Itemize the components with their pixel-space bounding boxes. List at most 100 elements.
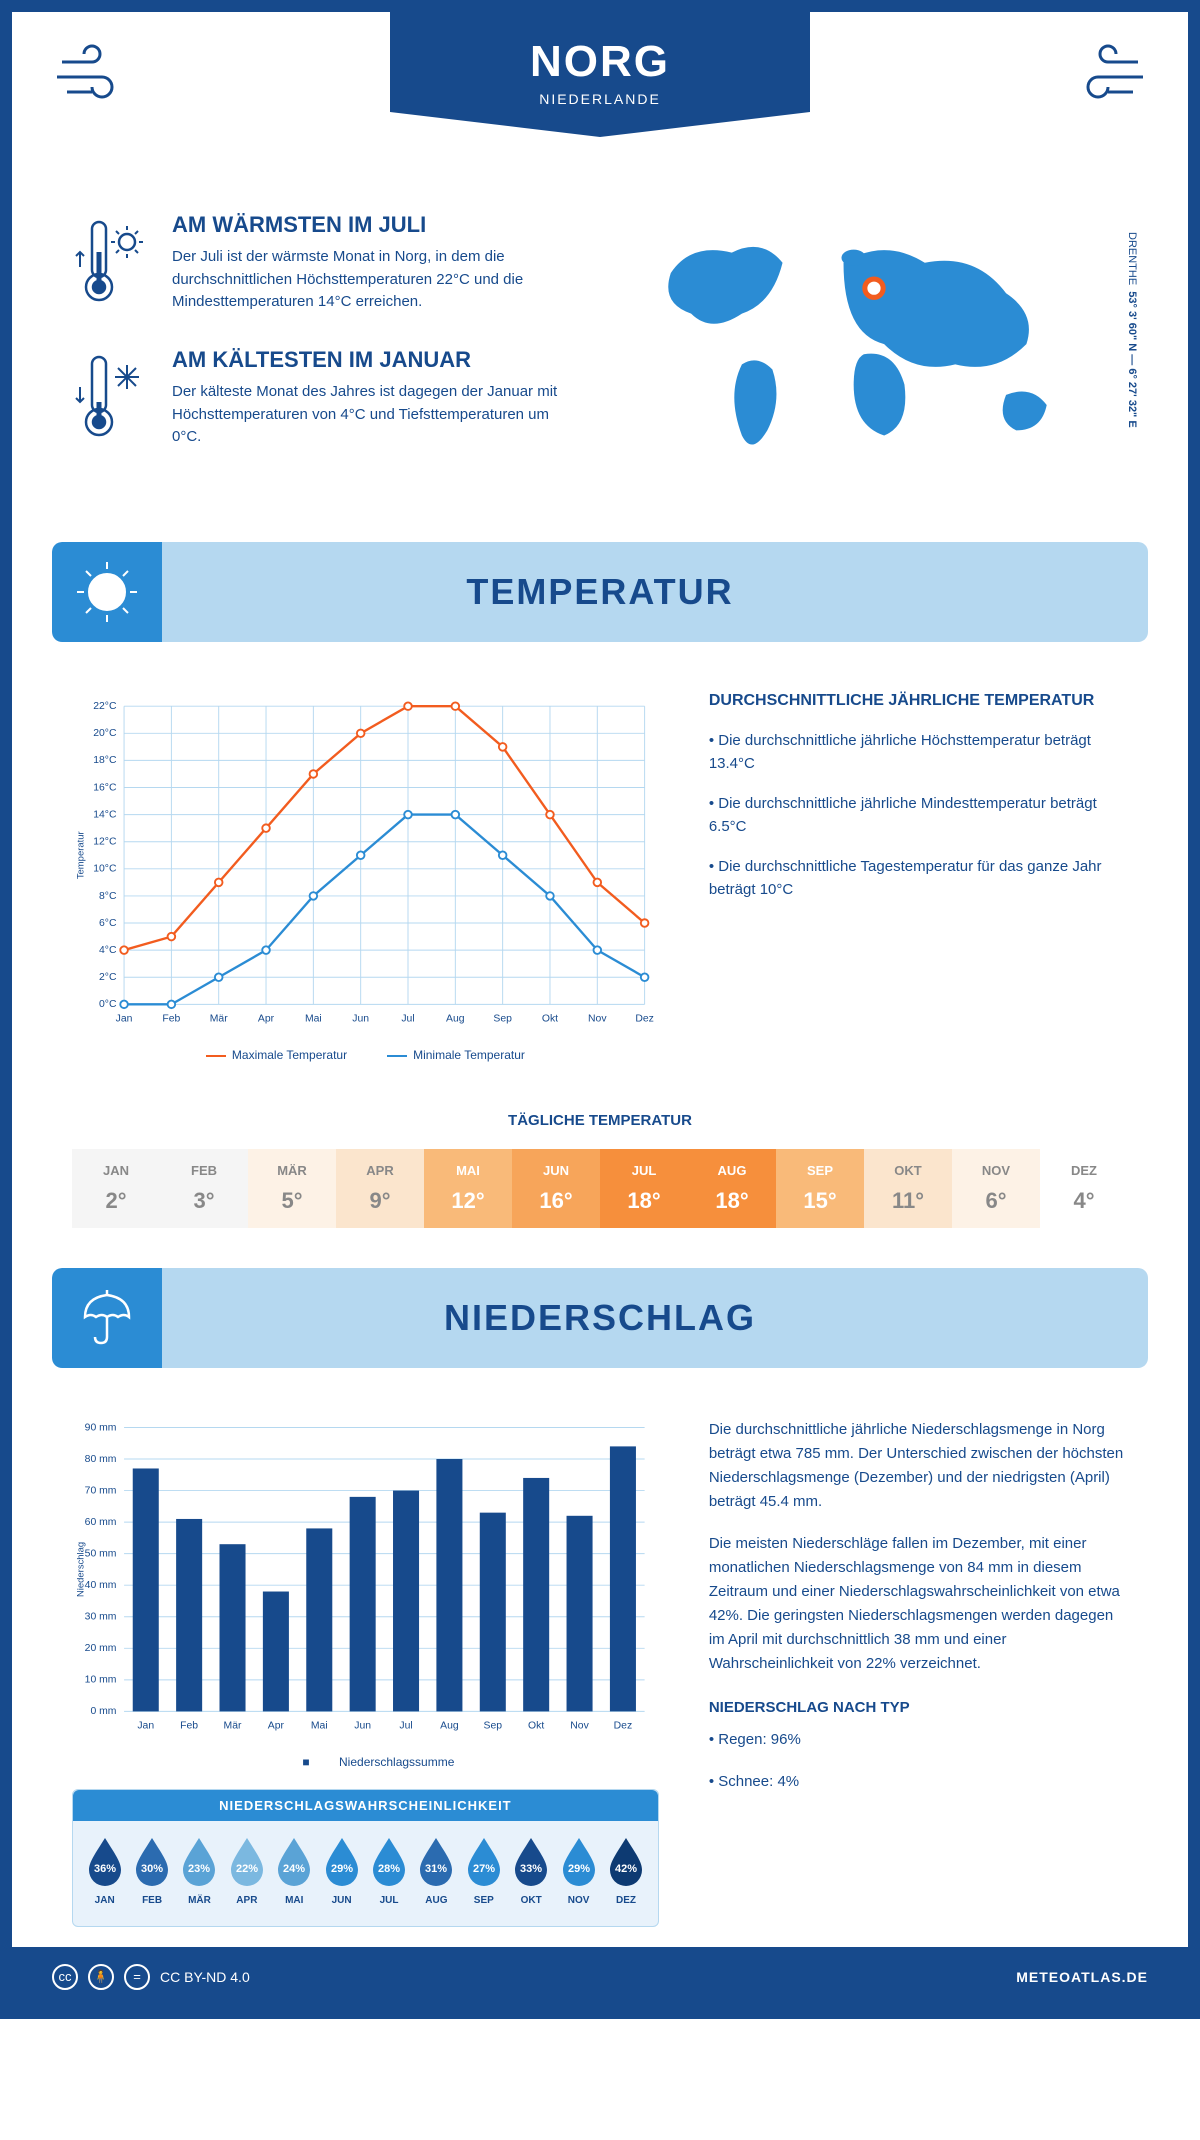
svg-text:10 mm: 10 mm xyxy=(85,1674,117,1685)
license: cc 🧍 = CC BY-ND 4.0 xyxy=(52,1964,250,1990)
svg-text:20 mm: 20 mm xyxy=(85,1643,117,1654)
daily-temp-cell: APR9° xyxy=(336,1149,424,1228)
title-banner: NORG NIEDERLANDE xyxy=(390,12,810,137)
coldest-text: Der kälteste Monat des Jahres ist dagege… xyxy=(172,381,580,449)
svg-text:40 mm: 40 mm xyxy=(85,1580,117,1591)
precip-probability-box: NIEDERSCHLAGSWAHRSCHEINLICHKEIT 36% JAN … xyxy=(72,1789,659,1927)
svg-text:10°C: 10°C xyxy=(93,864,117,875)
temp-legend: Maximale Temperatur Minimale Temperatur xyxy=(72,1048,659,1062)
wind-icon xyxy=(52,42,132,126)
wind-icon xyxy=(1068,42,1148,126)
svg-text:23%: 23% xyxy=(188,1863,210,1875)
daily-temp-cell: JUN16° xyxy=(512,1149,600,1228)
footer: cc 🧍 = CC BY-ND 4.0 METEOATLAS.DE xyxy=(12,1947,1188,2007)
svg-text:20°C: 20°C xyxy=(93,728,117,739)
svg-text:Sep: Sep xyxy=(493,1013,512,1024)
umbrella-icon xyxy=(52,1268,162,1368)
svg-text:22%: 22% xyxy=(236,1863,258,1875)
daily-temp-cell: NOV6° xyxy=(952,1149,1040,1228)
svg-text:Jun: Jun xyxy=(354,1720,371,1731)
daily-temp-cell: JAN2° xyxy=(72,1149,160,1228)
precip-prob-drop: 29% JUN xyxy=(322,1836,362,1906)
svg-text:22°C: 22°C xyxy=(93,701,117,712)
svg-text:Dez: Dez xyxy=(614,1720,633,1731)
svg-text:30 mm: 30 mm xyxy=(85,1611,117,1622)
temperature-section-header: TEMPERATUR xyxy=(52,542,1148,642)
precip-prob-drop: 42% DEZ xyxy=(606,1836,646,1906)
svg-text:Mär: Mär xyxy=(210,1013,228,1024)
svg-text:70 mm: 70 mm xyxy=(85,1485,117,1496)
svg-text:29%: 29% xyxy=(568,1863,590,1875)
svg-text:Nov: Nov xyxy=(570,1720,589,1731)
svg-text:30%: 30% xyxy=(141,1863,163,1875)
daily-temp-cell: FEB3° xyxy=(160,1149,248,1228)
svg-text:24%: 24% xyxy=(283,1863,305,1875)
svg-text:Aug: Aug xyxy=(440,1720,459,1731)
svg-text:0 mm: 0 mm xyxy=(90,1706,116,1717)
svg-text:90 mm: 90 mm xyxy=(85,1422,117,1433)
daily-temp-cell: SEP15° xyxy=(776,1149,864,1228)
precip-bar-chart: 0 mm10 mm20 mm30 mm40 mm50 mm60 mm70 mm8… xyxy=(72,1418,659,1769)
precip-title: NIEDERSCHLAG xyxy=(52,1297,1148,1339)
nd-icon: = xyxy=(124,1964,150,1990)
intro-section: AM WÄRMSTEN IM JULI Der Juli ist der wär… xyxy=(12,192,1188,522)
thermometer-hot-icon xyxy=(72,212,152,317)
svg-text:Feb: Feb xyxy=(162,1013,180,1024)
header: NORG NIEDERLANDE xyxy=(12,12,1188,192)
precip-prob-drop: 23% MÄR xyxy=(179,1836,219,1906)
svg-text:14°C: 14°C xyxy=(93,809,117,820)
sun-icon xyxy=(52,542,162,642)
site-name: METEOATLAS.DE xyxy=(1016,1969,1148,1985)
daily-temp-strip: TÄGLICHE TEMPERATUR JAN2°FEB3°MÄR5°APR9°… xyxy=(72,1112,1128,1228)
svg-text:6°C: 6°C xyxy=(99,918,117,929)
svg-text:Jan: Jan xyxy=(116,1013,133,1024)
precip-legend: ■ Niederschlagssumme xyxy=(72,1755,659,1769)
warmest-fact: AM WÄRMSTEN IM JULI Der Juli ist der wär… xyxy=(72,212,580,317)
coldest-fact: AM KÄLTESTEN IM JANUAR Der kälteste Mona… xyxy=(72,347,580,452)
svg-text:Okt: Okt xyxy=(528,1720,544,1731)
svg-text:8°C: 8°C xyxy=(99,891,117,902)
daily-temp-cell: OKT11° xyxy=(864,1149,952,1228)
svg-text:Dez: Dez xyxy=(635,1013,654,1024)
svg-text:27%: 27% xyxy=(473,1863,495,1875)
precip-prob-drop: 27% SEP xyxy=(464,1836,504,1906)
svg-text:2°C: 2°C xyxy=(99,972,117,983)
svg-text:Feb: Feb xyxy=(180,1720,198,1731)
svg-text:33%: 33% xyxy=(520,1863,542,1875)
coldest-title: AM KÄLTESTEN IM JANUAR xyxy=(172,347,580,373)
svg-text:Apr: Apr xyxy=(258,1013,275,1024)
country-name: NIEDERLANDE xyxy=(390,91,810,107)
precip-text: Die durchschnittliche jährliche Niedersc… xyxy=(709,1418,1128,1927)
temperature-line-chart: 0°C2°C4°C6°C8°C10°C12°C14°C16°C18°C20°C2… xyxy=(72,692,659,1062)
svg-text:Mai: Mai xyxy=(305,1013,322,1024)
coordinates: DRENTHE 53° 3' 60" N — 6° 27' 32" E xyxy=(1126,232,1138,428)
svg-text:Sep: Sep xyxy=(484,1720,503,1731)
precip-prob-drop: 29% NOV xyxy=(559,1836,599,1906)
warmest-title: AM WÄRMSTEN IM JULI xyxy=(172,212,580,238)
precip-prob-drop: 28% JUL xyxy=(369,1836,409,1906)
precip-prob-drop: 33% OKT xyxy=(511,1836,551,1906)
svg-text:16°C: 16°C xyxy=(93,782,117,793)
svg-text:28%: 28% xyxy=(378,1863,400,1875)
daily-temp-cell: AUG18° xyxy=(688,1149,776,1228)
svg-text:Apr: Apr xyxy=(268,1720,285,1731)
thermometer-cold-icon xyxy=(72,347,152,452)
precip-prob-drop: 31% AUG xyxy=(416,1836,456,1906)
svg-text:18°C: 18°C xyxy=(93,755,117,766)
svg-text:Temperatur: Temperatur xyxy=(75,831,86,879)
svg-text:Nov: Nov xyxy=(588,1013,607,1024)
svg-text:Mär: Mär xyxy=(224,1720,242,1731)
precip-prob-drop: 30% FEB xyxy=(132,1836,172,1906)
temperature-title: TEMPERATUR xyxy=(52,571,1148,613)
svg-text:0°C: 0°C xyxy=(99,999,117,1010)
svg-text:42%: 42% xyxy=(615,1863,637,1875)
svg-text:31%: 31% xyxy=(425,1863,447,1875)
world-map xyxy=(620,212,1128,452)
svg-text:Jul: Jul xyxy=(399,1720,412,1731)
temp-stats: DURCHSCHNITTLICHE JÄHRLICHE TEMPERATUR •… xyxy=(709,692,1128,1062)
svg-text:Aug: Aug xyxy=(446,1013,465,1024)
svg-text:Jul: Jul xyxy=(401,1013,414,1024)
svg-text:60 mm: 60 mm xyxy=(85,1517,117,1528)
by-icon: 🧍 xyxy=(88,1964,114,1990)
city-name: NORG xyxy=(390,37,810,87)
